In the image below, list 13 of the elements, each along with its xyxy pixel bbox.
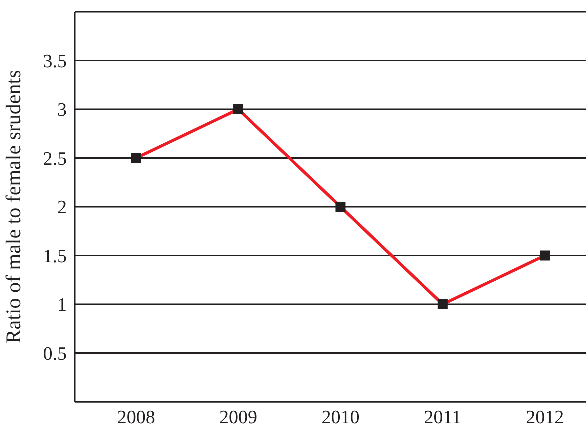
x-tick-label: 2012 xyxy=(526,407,564,428)
y-tick-label: 1 xyxy=(58,295,67,316)
y-tick-label: 2.5 xyxy=(43,148,67,170)
y-tick-label: 2 xyxy=(58,198,67,219)
x-tick-label: 2009 xyxy=(220,407,258,428)
x-tick-label: 2008 xyxy=(117,407,156,428)
y-tick-label: 0.5 xyxy=(43,344,67,365)
y-tick-label: 1.5 xyxy=(43,246,67,268)
y-tick-label: 3.5 xyxy=(43,51,67,72)
x-tick-label: 2010 xyxy=(322,407,360,428)
y-tick-label: 3 xyxy=(58,100,67,122)
y-axis-title: Ratio of male to female srudents xyxy=(1,70,26,344)
x-tick-label: 2011 xyxy=(424,407,462,428)
